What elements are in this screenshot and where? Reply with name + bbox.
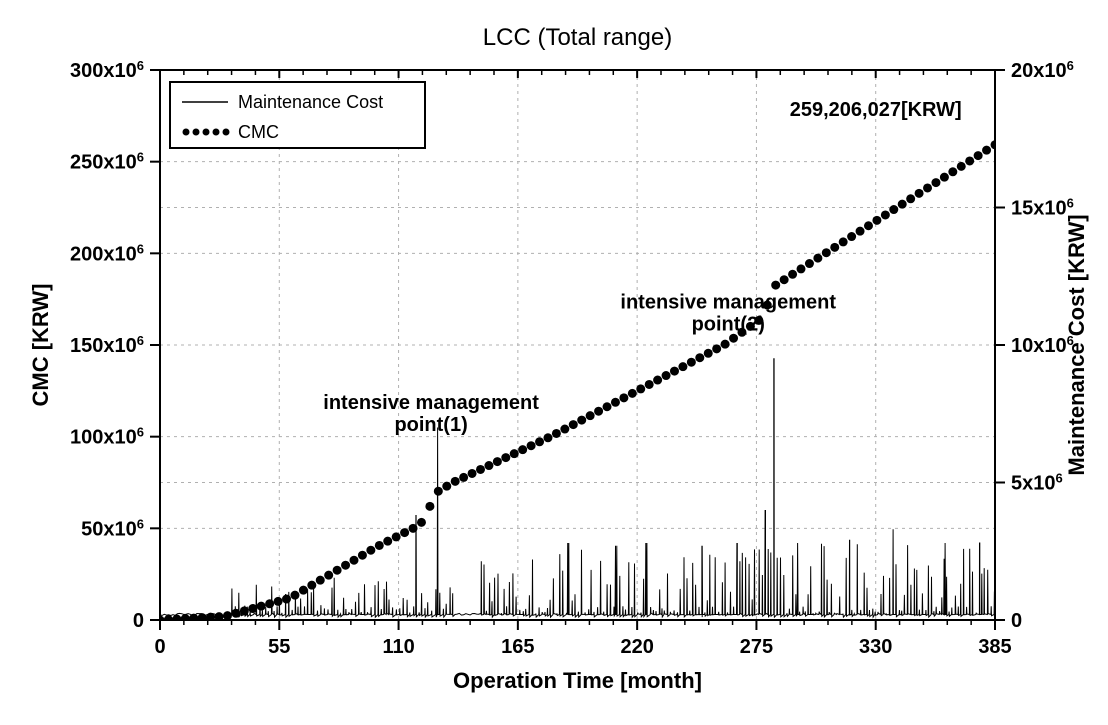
svg-text:150x106: 150x106 bbox=[70, 333, 144, 358]
svg-text:intensive management: intensive management bbox=[620, 291, 836, 313]
svg-text:259,206,027[KRW]: 259,206,027[KRW] bbox=[790, 99, 962, 121]
svg-text:200x106: 200x106 bbox=[70, 241, 144, 266]
svg-text:0: 0 bbox=[1011, 610, 1022, 632]
svg-text:Maintenance Cost [KRW]: Maintenance Cost [KRW] bbox=[1064, 214, 1089, 475]
svg-text:250x106: 250x106 bbox=[70, 149, 144, 174]
svg-text:385: 385 bbox=[978, 636, 1011, 658]
svg-text:Maintenance Cost: Maintenance Cost bbox=[238, 92, 383, 112]
svg-text:CMC: CMC bbox=[238, 122, 279, 142]
svg-text:110: 110 bbox=[382, 636, 414, 658]
svg-text:point(2): point(2) bbox=[692, 313, 765, 335]
svg-text:5x106: 5x106 bbox=[1011, 470, 1063, 495]
svg-text:55: 55 bbox=[268, 636, 290, 658]
svg-text:275: 275 bbox=[740, 636, 773, 658]
svg-text:330: 330 bbox=[859, 636, 892, 658]
svg-text:intensive management: intensive management bbox=[323, 392, 539, 414]
svg-text:CMC [KRW]: CMC [KRW] bbox=[28, 283, 53, 406]
svg-text:20x106: 20x106 bbox=[1011, 58, 1074, 83]
svg-text:0: 0 bbox=[133, 610, 144, 632]
svg-text:300x106: 300x106 bbox=[70, 58, 144, 83]
svg-text:0: 0 bbox=[154, 636, 165, 658]
svg-text:220: 220 bbox=[620, 636, 653, 658]
svg-text:point(1): point(1) bbox=[394, 414, 467, 436]
svg-text:Operation Time [month]: Operation Time [month] bbox=[453, 668, 702, 693]
svg-text:LCC (Total range): LCC (Total range) bbox=[483, 24, 672, 51]
svg-text:50x106: 50x106 bbox=[81, 516, 144, 541]
svg-text:165: 165 bbox=[501, 636, 534, 658]
chart-container: 055110165220275330385050x106100x106150x1… bbox=[0, 0, 1108, 725]
chart-svg: 055110165220275330385050x106100x106150x1… bbox=[0, 0, 1108, 725]
svg-text:100x106: 100x106 bbox=[70, 424, 144, 449]
